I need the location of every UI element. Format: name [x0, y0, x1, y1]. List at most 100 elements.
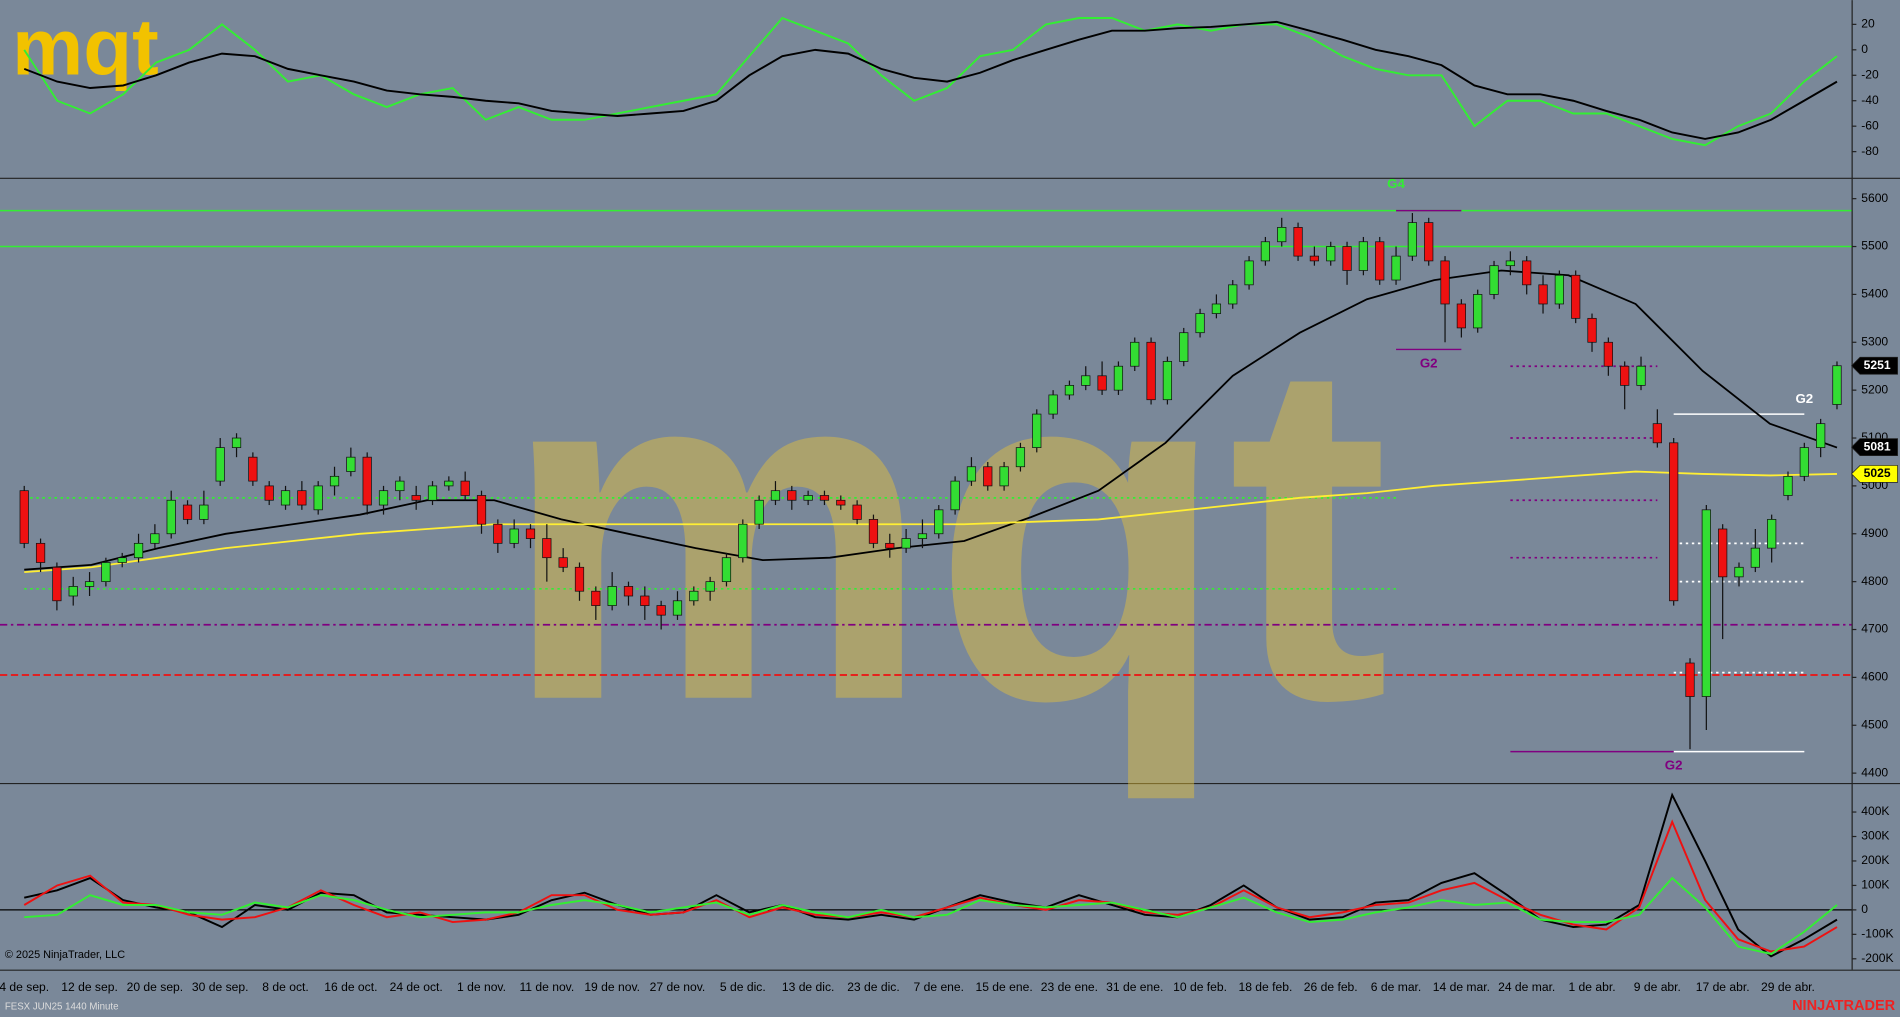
- y-tick-label: 4800: [1861, 574, 1888, 588]
- x-tick-label: 12 de sep.: [61, 980, 118, 994]
- candle-body: [231, 437, 242, 448]
- candle-body: [329, 475, 340, 487]
- candle-body: [1211, 303, 1222, 314]
- candle-body: [1391, 255, 1401, 281]
- candle-body: [1701, 509, 1711, 697]
- y-tick-label: 4500: [1861, 717, 1888, 731]
- watermark: mqt: [501, 259, 1389, 804]
- x-tick-label: 17 de abr.: [1696, 980, 1750, 994]
- candle-body: [901, 538, 911, 549]
- x-tick-label: 18 de feb.: [1238, 980, 1292, 994]
- candle-body: [166, 499, 176, 535]
- y-tick-label: 100K: [1861, 878, 1889, 892]
- candle-body: [411, 495, 421, 501]
- candle-body: [917, 533, 928, 539]
- x-tick-label: 1 de abr.: [1568, 980, 1615, 994]
- x-tick-label: 8 de oct.: [262, 980, 308, 994]
- y-tick-label: -200K: [1861, 951, 1893, 965]
- candle-body: [182, 504, 193, 520]
- candle-body: [1407, 222, 1417, 257]
- candle-body: [1783, 475, 1793, 496]
- candle-body: [1015, 447, 1026, 468]
- candle-body: [1734, 566, 1744, 578]
- candle-body: [934, 509, 944, 535]
- x-tick-label: 4 de sep.: [0, 980, 49, 994]
- x-tick-label: 29 de abr.: [1761, 980, 1815, 994]
- candle-body: [966, 466, 977, 482]
- annotation: G4: [1387, 176, 1405, 191]
- x-tick-label: 31 de ene.: [1106, 980, 1163, 994]
- x-tick-label: 24 de mar.: [1498, 980, 1555, 994]
- candle-body: [297, 490, 307, 506]
- candle-body: [280, 490, 291, 506]
- x-tick-label: 16 de oct.: [324, 980, 377, 994]
- candle-body: [689, 590, 699, 602]
- x-tick-label: 27 de nov.: [650, 980, 706, 994]
- x-tick-label: 23 de dic.: [847, 980, 900, 994]
- x-tick-label: 23 de ene.: [1041, 980, 1098, 994]
- moving-average: [24, 470, 1838, 574]
- candle-body: [1195, 313, 1205, 334]
- candle-body: [803, 495, 813, 501]
- y-tick-label: -60: [1861, 118, 1879, 132]
- candle-body: [248, 456, 258, 482]
- candle-body: [35, 542, 46, 563]
- candle-body: [1162, 361, 1173, 401]
- copyright: © 2025 NinjaTrader, LLC: [5, 949, 125, 961]
- candle-body: [787, 490, 797, 501]
- candle-body: [558, 557, 568, 568]
- candle-body: [52, 566, 62, 602]
- candle-body: [1669, 442, 1679, 602]
- y-tick-label: 5500: [1861, 239, 1888, 253]
- candle-body: [868, 519, 879, 544]
- x-tick-label: 10 de feb.: [1173, 980, 1227, 994]
- candle-body: [378, 490, 389, 506]
- candle-body: [591, 590, 601, 606]
- x-tick-label: 24 de oct.: [390, 980, 443, 994]
- x-tick-label: 9 de abr.: [1634, 980, 1681, 994]
- y-tick-label: 5300: [1861, 334, 1888, 348]
- indicator-line: [23, 819, 1838, 953]
- candle-body: [1587, 317, 1597, 343]
- candle-body: [950, 480, 960, 511]
- y-tick-label: 0: [1861, 42, 1868, 56]
- candle-body: [999, 466, 1009, 487]
- candle-body: [525, 528, 536, 539]
- candle-body: [215, 447, 225, 482]
- y-tick-label: -80: [1861, 144, 1879, 158]
- candle-body: [199, 504, 209, 520]
- candle-body: [264, 485, 274, 501]
- candle-body: [444, 480, 454, 487]
- x-tick-label: 15 de ene.: [975, 980, 1032, 994]
- candle-body: [1179, 332, 1189, 362]
- candle-body: [1636, 365, 1646, 386]
- y-tick-label: 0: [1861, 902, 1868, 916]
- y-tick-label: -100K: [1861, 927, 1893, 941]
- candle-body: [885, 542, 895, 549]
- candle-body: [1538, 284, 1548, 305]
- y-tick-label: 200K: [1861, 853, 1889, 867]
- candle-body: [1750, 547, 1760, 568]
- candle-body: [1424, 222, 1434, 262]
- candle-body: [1260, 241, 1271, 262]
- candle-body: [1816, 423, 1826, 448]
- candle-body: [493, 523, 503, 544]
- candle-body: [738, 523, 748, 559]
- instrument: FESX JUN25 1440 Minute: [5, 1002, 119, 1013]
- candle-body: [395, 480, 405, 492]
- candle-body: [1358, 241, 1368, 271]
- candle-body: [1064, 385, 1075, 396]
- y-tick-label: 20: [1861, 17, 1875, 31]
- candle-body: [607, 586, 617, 606]
- x-tick-label: 6 de mar.: [1371, 980, 1421, 994]
- candle-body: [1081, 375, 1091, 386]
- y-tick-label: 400K: [1861, 804, 1889, 818]
- y-tick-label: -40: [1861, 93, 1879, 107]
- candle-body: [983, 466, 993, 487]
- candle-body: [819, 495, 830, 501]
- indicator-line: [23, 20, 1838, 140]
- candle-body: [754, 499, 764, 525]
- candle-body: [1130, 341, 1140, 367]
- x-tick-label: 1 de nov.: [457, 980, 506, 994]
- candle-body: [346, 456, 356, 472]
